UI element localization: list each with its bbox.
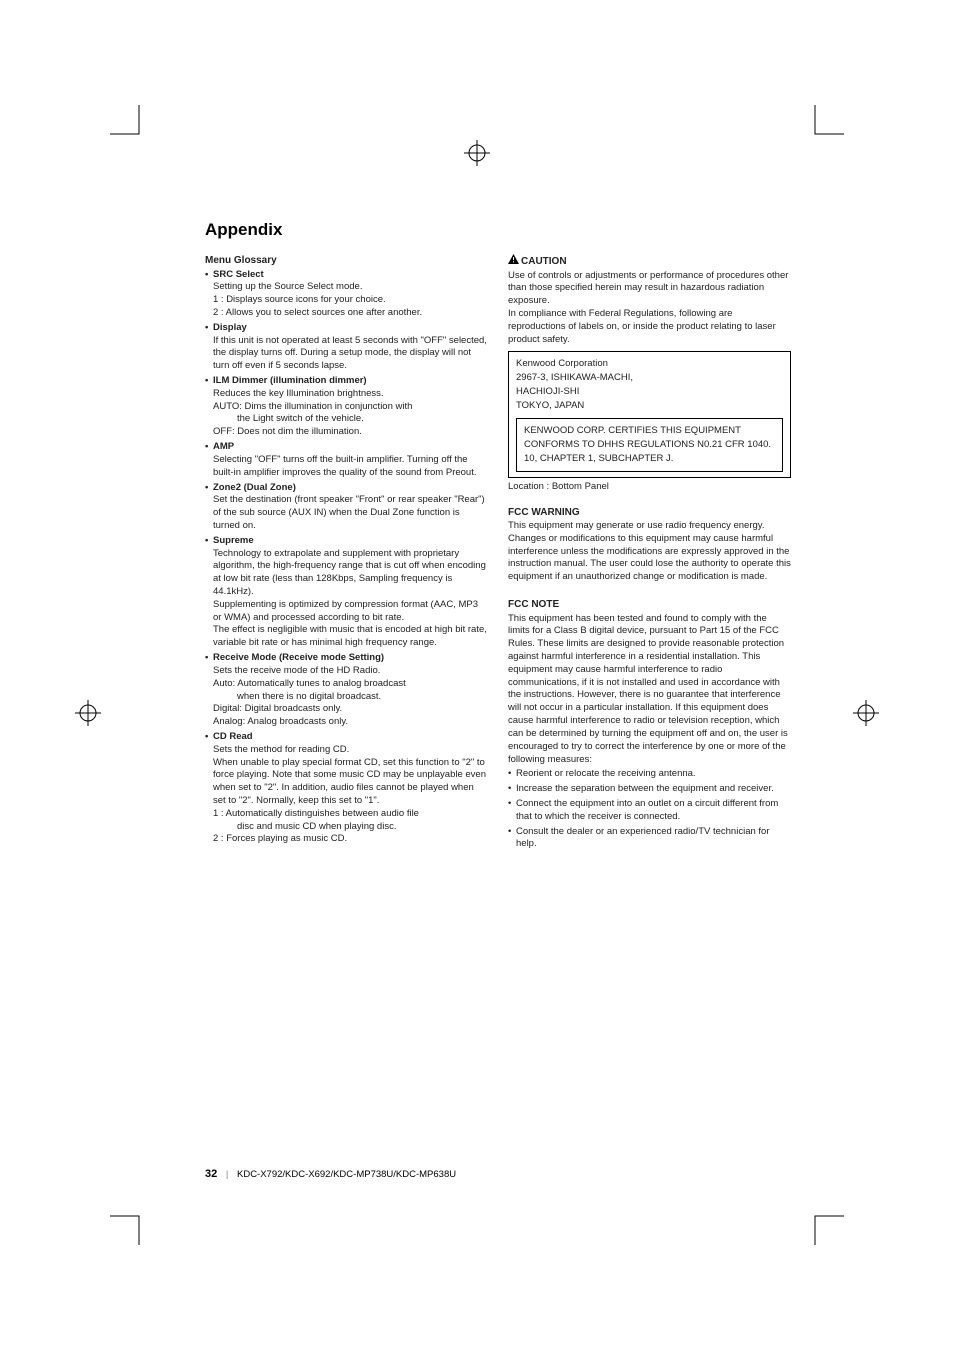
bullet-dot-icon: • (205, 535, 213, 548)
glossary-item-line: 2 : Allows you to select sources one aft… (205, 307, 488, 320)
glossary-heading: Menu Glossary (205, 254, 488, 268)
crop-mark-tl (110, 105, 140, 135)
glossary-item-line: Set the destination (front speaker "Fron… (205, 494, 488, 532)
fcc-bullet-text: Reorient or relocate the receiving anten… (516, 768, 696, 781)
glossary-item-title: AMP (213, 441, 234, 454)
glossary-item: •AMPSelecting "OFF" turns off the built-… (205, 441, 488, 479)
caution-line: In compliance with Federal Regulations, … (508, 308, 791, 346)
glossary-item-line: If this unit is not operated at least 5 … (205, 335, 488, 373)
crop-mark-bl (110, 1215, 140, 1245)
cert-box-inner: KENWOOD CORP. CERTIFIES THIS EQUIPMENT C… (516, 418, 783, 471)
glossary-item-line: Reduces the key Illumination brightness. (205, 388, 488, 401)
cert-box-line: TOKYO, JAPAN (516, 399, 783, 413)
glossary-item: •DisplayIf this unit is not operated at … (205, 322, 488, 373)
fcc-bullet-text: Consult the dealer or an experienced rad… (516, 826, 791, 852)
two-column-layout: Menu Glossary •SRC SelectSetting up the … (205, 254, 791, 853)
bullet-dot-icon: • (205, 441, 213, 454)
warning-icon (508, 254, 519, 269)
caution-line: Use of controls or adjustments or perfor… (508, 270, 791, 308)
glossary-item-subline: disc and music CD when playing disc. (205, 821, 488, 834)
registration-target-top (464, 140, 490, 171)
glossary-item-line: Digital: Digital broadcasts only. (205, 703, 488, 716)
glossary-item-line: Technology to extrapolate and supplement… (205, 548, 488, 599)
location-text: Location : Bottom Panel (508, 481, 791, 494)
glossary-item-title: Zone2 (Dual Zone) (213, 482, 296, 495)
glossary-list: •SRC SelectSetting up the Source Select … (205, 269, 488, 847)
glossary-item-line: OFF: Does not dim the illumination. (205, 426, 488, 439)
fcc-bullet-item: •Connect the equipment into an outlet on… (508, 798, 791, 824)
glossary-item-line: 1 : Automatically distinguishes between … (205, 808, 488, 821)
glossary-item: •SupremeTechnology to extrapolate and su… (205, 535, 488, 650)
bullet-dot-icon: • (508, 768, 516, 781)
footer-divider: | (226, 1169, 228, 1180)
caution-body: Use of controls or adjustments or perfor… (508, 270, 791, 347)
registration-target-right (853, 700, 879, 731)
fcc-warning-body: This equipment may generate or use radio… (508, 520, 791, 584)
cert-box-line: 2967-3, ISHIKAWA-MACHI, (516, 371, 783, 385)
page-content: Appendix Menu Glossary •SRC SelectSettin… (205, 220, 791, 1180)
caution-label: CAUTION (521, 255, 567, 269)
fcc-bullet-item: •Reorient or relocate the receiving ante… (508, 768, 791, 781)
glossary-item: •ILM Dimmer (illumination dimmer)Reduces… (205, 375, 488, 439)
bullet-dot-icon: • (508, 783, 516, 796)
glossary-item-line: Supplementing is optimized by compressio… (205, 599, 488, 625)
glossary-item: •SRC SelectSetting up the Source Select … (205, 269, 488, 320)
glossary-item-subline: when there is no digital broadcast. (205, 691, 488, 704)
glossary-item-title: ILM Dimmer (illumination dimmer) (213, 375, 367, 388)
fcc-warning-title: FCC WARNING (508, 506, 791, 520)
bullet-dot-icon: • (508, 798, 516, 824)
glossary-item: •Zone2 (Dual Zone)Set the destination (f… (205, 482, 488, 533)
bullet-dot-icon: • (508, 826, 516, 852)
bullet-dot-icon: • (205, 652, 213, 665)
bullet-dot-icon: • (205, 269, 213, 282)
glossary-item-title: Receive Mode (Receive mode Setting) (213, 652, 384, 665)
page-number: 32 (205, 1168, 217, 1180)
glossary-item-title: Supreme (213, 535, 254, 548)
bullet-dot-icon: • (205, 482, 213, 495)
crop-mark-br (814, 1215, 844, 1245)
glossary-item-line: Auto: Automatically tunes to analog broa… (205, 678, 488, 691)
cert-box-line: Kenwood Corporation (516, 357, 783, 371)
bullet-dot-icon: • (205, 322, 213, 335)
bullet-dot-icon: • (205, 375, 213, 388)
cert-box-line: HACHIOJI-SHI (516, 385, 783, 399)
caution-heading: CAUTION (508, 254, 791, 269)
cert-box-outer: Kenwood Corporation2967-3, ISHIKAWA-MACH… (508, 351, 791, 477)
fcc-bullet-item: •Consult the dealer or an experienced ra… (508, 826, 791, 852)
fcc-note-bullets: •Reorient or relocate the receiving ante… (508, 768, 791, 851)
glossary-item: •CD ReadSets the method for reading CD.W… (205, 731, 488, 846)
glossary-item-line: The effect is negligible with music that… (205, 624, 488, 650)
glossary-item-line: Setting up the Source Select mode. (205, 281, 488, 294)
fcc-note-title: FCC NOTE (508, 598, 791, 612)
glossary-item-line: When unable to play special format CD, s… (205, 757, 488, 808)
crop-mark-tr (814, 105, 844, 135)
glossary-item-title: SRC Select (213, 269, 264, 282)
glossary-item-line: Selecting "OFF" turns off the built-in a… (205, 454, 488, 480)
fcc-note-body: This equipment has been tested and found… (508, 613, 791, 767)
fcc-bullet-text: Increase the separation between the equi… (516, 783, 774, 796)
registration-target-left (75, 700, 101, 731)
glossary-item-title: Display (213, 322, 247, 335)
fcc-bullet-item: •Increase the separation between the equ… (508, 783, 791, 796)
glossary-item-line: 1 : Displays source icons for your choic… (205, 294, 488, 307)
bullet-dot-icon: • (205, 731, 213, 744)
page-footer: 32 | KDC-X792/KDC-X692/KDC-MP738U/KDC-MP… (205, 1168, 456, 1180)
model-list: KDC-X792/KDC-X692/KDC-MP738U/KDC-MP638U (237, 1169, 456, 1180)
section-title: Appendix (205, 220, 791, 240)
left-column: Menu Glossary •SRC SelectSetting up the … (205, 254, 488, 853)
glossary-item-line: 2 : Forces playing as music CD. (205, 833, 488, 846)
glossary-item-line: Sets the method for reading CD. (205, 744, 488, 757)
glossary-item-subline: the Light switch of the vehicle. (205, 413, 488, 426)
fcc-bullet-text: Connect the equipment into an outlet on … (516, 798, 791, 824)
glossary-item-line: AUTO: Dims the illumination in conjuncti… (205, 401, 488, 414)
glossary-item-line: Analog: Analog broadcasts only. (205, 716, 488, 729)
glossary-item: •Receive Mode (Receive mode Setting)Sets… (205, 652, 488, 729)
right-column: CAUTION Use of controls or adjustments o… (508, 254, 791, 853)
glossary-item-line: Sets the receive mode of the HD Radio. (205, 665, 488, 678)
glossary-item-title: CD Read (213, 731, 253, 744)
